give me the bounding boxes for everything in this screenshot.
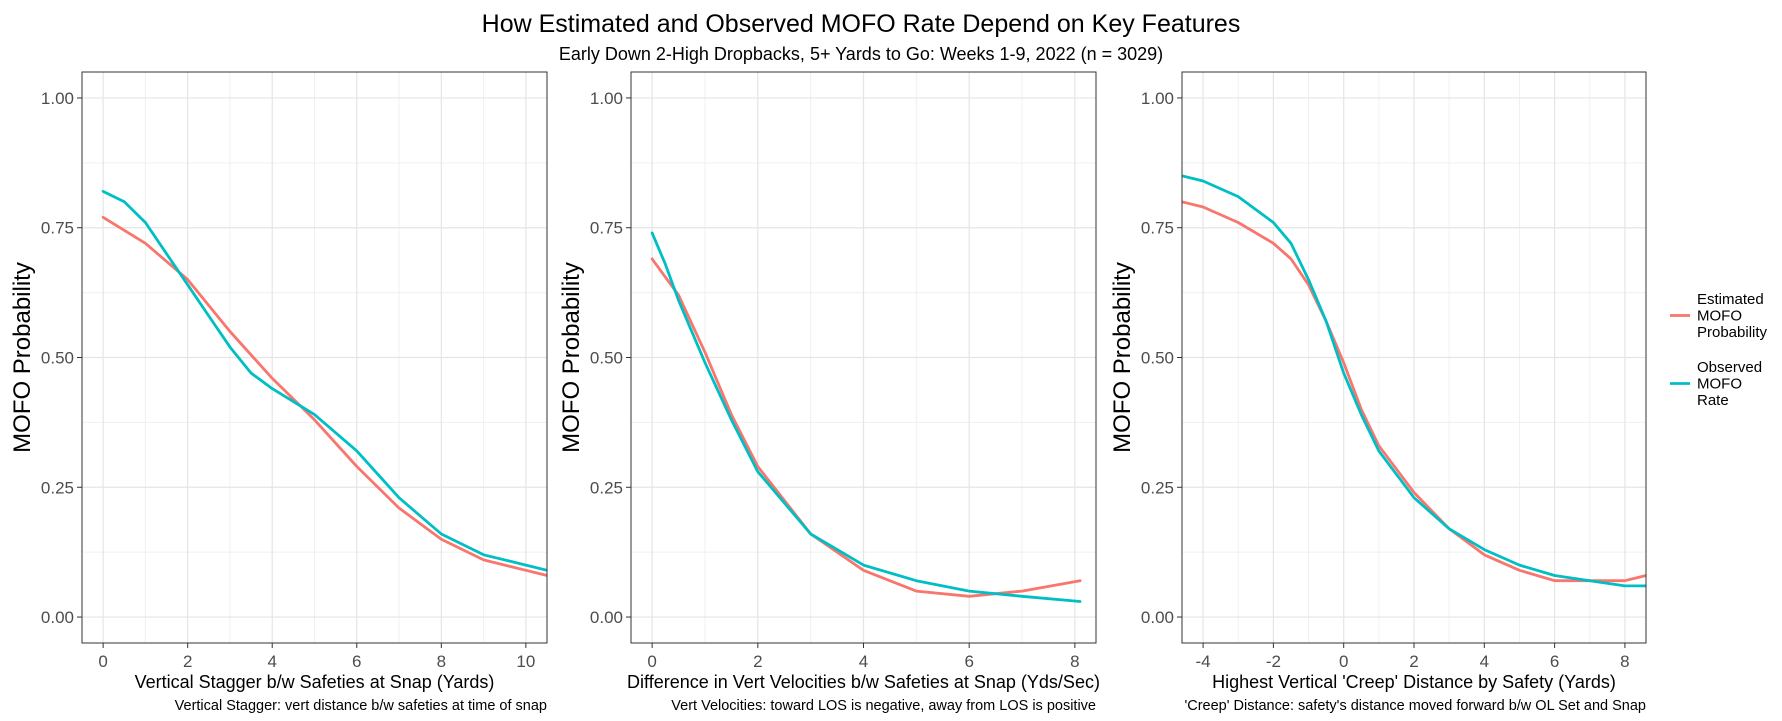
legend-item-estimated: Estimated MOFO Probability bbox=[1670, 291, 1768, 341]
series-line-observed bbox=[101, 190, 547, 572]
panel-2: 0 2 4 6 8 0.00 0.25 0.50 0.75 1.00 MOFO Probabilit… bbox=[558, 71, 1100, 714]
y-axis-label: MOFO Probability bbox=[9, 262, 36, 453]
x-tick-label: 10 bbox=[516, 652, 535, 671]
x-tick-label: 0 bbox=[98, 652, 107, 671]
x-tick-label: 6 bbox=[964, 652, 973, 671]
figure-subtitle: Early Down 2-High Dropbacks, 5+ Yards to… bbox=[559, 44, 1163, 64]
y-tick-label: 0.50 bbox=[1141, 349, 1174, 368]
y-tick-label: 1.00 bbox=[41, 89, 74, 108]
y-tick-label: 0.50 bbox=[590, 349, 623, 368]
x-tick-label: 8 bbox=[1070, 652, 1079, 671]
y-axis-label: MOFO Probability bbox=[1109, 262, 1136, 453]
panel-caption: Vertical Stagger: vert distance b/w safe… bbox=[175, 698, 547, 714]
y-tick-label: 0.75 bbox=[41, 219, 74, 238]
legend-label: Estimated MOFO Probability bbox=[1697, 291, 1768, 341]
x-tick-label: 2 bbox=[753, 652, 762, 671]
x-axis-label: Vertical Stagger b/w Safeties at Snap (Y… bbox=[135, 672, 495, 692]
x-tick-label: 6 bbox=[352, 652, 361, 671]
legend: Estimated MOFO Probability Observed MOFO Rate bbox=[1670, 291, 1768, 409]
y-tick-label: 1.00 bbox=[590, 89, 623, 108]
x-axis-label: Difference in Vert Velocities b/w Safeti… bbox=[627, 672, 1100, 692]
y-tick-label: 0.00 bbox=[1141, 608, 1174, 627]
y-tick-label: 1.00 bbox=[1141, 89, 1174, 108]
x-tick-label: -4 bbox=[1196, 652, 1211, 671]
x-tick-label: 6 bbox=[1550, 652, 1559, 671]
series-line-observed bbox=[650, 231, 1082, 603]
y-tick-label: 0.25 bbox=[590, 478, 623, 497]
y-axis-label: MOFO Probability bbox=[558, 262, 585, 453]
y-tick-label: 0.75 bbox=[590, 219, 623, 238]
x-tick-label: 4 bbox=[859, 652, 868, 671]
panels: 0 2 4 6 8 10 0.00 0.25 0.50 0.75 1.00 MOFO Probabil… bbox=[9, 71, 1647, 714]
panel-3: -4 -2 0 2 4 6 8 0.00 0.25 0.50 0.75 1.00 MOFO Probab… bbox=[1109, 71, 1647, 714]
panel-caption: Vert Velocities: toward LOS is negative,… bbox=[671, 698, 1096, 714]
series-line-estimated bbox=[101, 215, 547, 577]
x-tick-label: 4 bbox=[1480, 652, 1489, 671]
y-tick-label: 0.00 bbox=[41, 608, 74, 627]
panel-caption: 'Creep' Distance: safety's distance move… bbox=[1184, 698, 1646, 714]
y-tick-label: 0.25 bbox=[41, 478, 74, 497]
legend-label: Observed MOFO Rate bbox=[1697, 359, 1762, 409]
series-line-estimated bbox=[650, 257, 1082, 598]
x-tick-label: 8 bbox=[437, 652, 446, 671]
x-axis-label: Highest Vertical 'Creep' Distance by Saf… bbox=[1212, 672, 1616, 692]
x-tick-label: 2 bbox=[1409, 652, 1418, 671]
x-tick-label: 8 bbox=[1620, 652, 1629, 671]
x-tick-label: 2 bbox=[183, 652, 192, 671]
x-tick-label: 0 bbox=[1339, 652, 1348, 671]
x-tick-label: 0 bbox=[647, 652, 656, 671]
y-tick-label: 0.00 bbox=[590, 608, 623, 627]
panel-1: 0 2 4 6 8 10 0.00 0.25 0.50 0.75 1.00 MOFO Probabil… bbox=[9, 71, 548, 714]
x-tick-label: 4 bbox=[267, 652, 276, 671]
series-line-observed bbox=[1182, 174, 1646, 588]
series-line-estimated bbox=[1182, 200, 1646, 583]
x-tick-label: -2 bbox=[1266, 652, 1281, 671]
y-tick-label: 0.25 bbox=[1141, 478, 1174, 497]
legend-item-observed: Observed MOFO Rate bbox=[1670, 359, 1762, 409]
figure-title: How Estimated and Observed MOFO Rate Dep… bbox=[482, 10, 1241, 38]
y-tick-label: 0.75 bbox=[1141, 219, 1174, 238]
y-tick-label: 0.50 bbox=[41, 349, 74, 368]
